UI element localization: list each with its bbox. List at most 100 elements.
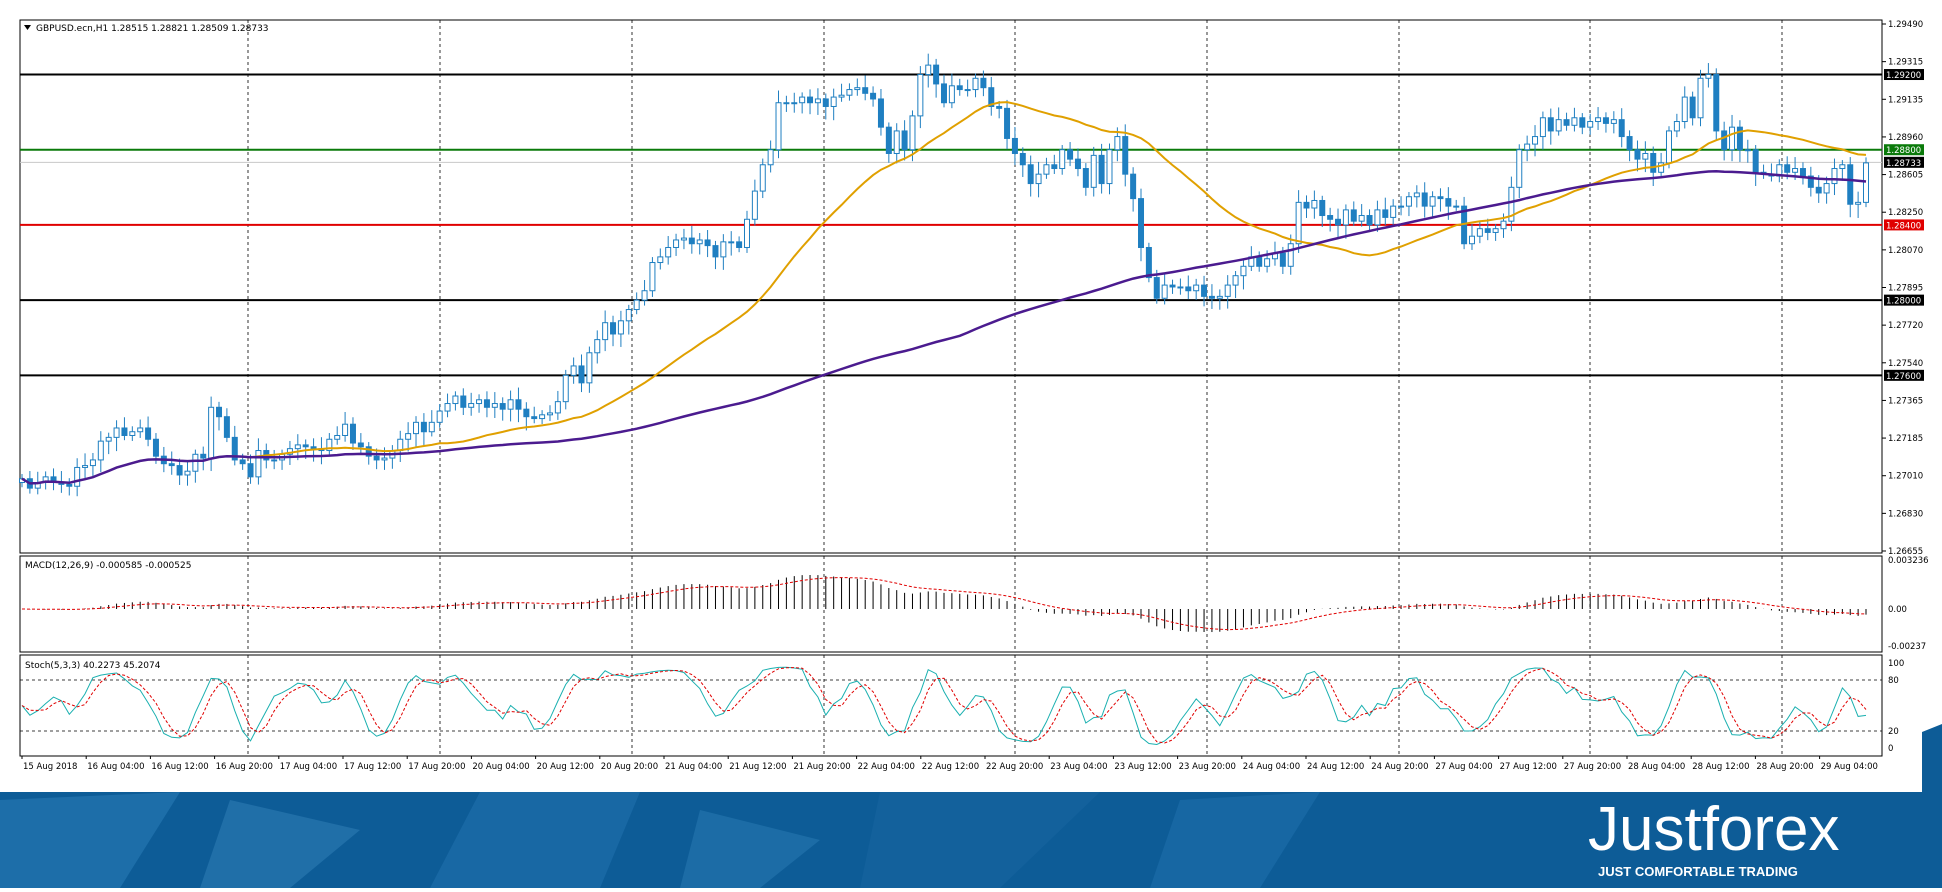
candle-body <box>1539 117 1546 138</box>
candle-body <box>121 427 128 436</box>
candle-body <box>1216 295 1223 299</box>
candle-body <box>1074 158 1081 170</box>
price-panel[interactable] <box>19 19 1883 554</box>
brand-tagline: JUST COMFORTABLE TRADING <box>1598 864 1798 879</box>
stoch-panel[interactable] <box>19 654 1883 757</box>
price-axis: 1.29490 1.29315 1.29135 1.28960 1.28605 1.282… <box>1882 20 1923 557</box>
macd-header: MACD(12,26,9) -0.000585 -0.000525 <box>25 561 191 571</box>
candle-body <box>1453 205 1460 208</box>
candle-body <box>696 239 703 245</box>
candle-body <box>956 85 963 91</box>
candle-body <box>334 434 341 440</box>
candle-body <box>1106 149 1113 185</box>
macd-plot <box>21 575 1867 633</box>
candle-body <box>1319 199 1326 217</box>
candle-body <box>1855 201 1862 205</box>
candle-body <box>1476 228 1483 237</box>
time-label: 20 Aug 04:00 <box>472 762 529 772</box>
candle-body <box>877 98 884 128</box>
candle-body <box>1374 209 1381 226</box>
price-label: 1.28960 <box>1888 133 1923 143</box>
time-label: 24 Aug 04:00 <box>1243 762 1300 772</box>
candle-body <box>184 470 191 476</box>
candle-body <box>1445 198 1452 207</box>
price-label: 1.26655 <box>1888 547 1923 557</box>
candle-body <box>838 94 845 98</box>
macd-axis-label: 0.003236 <box>1888 556 1929 566</box>
candle-body <box>1090 154 1097 188</box>
time-axis: 15 Aug 2018 16 Aug 04:00 16 Aug 12:00 16 Au… <box>21 756 1878 772</box>
candle-body <box>1114 136 1121 151</box>
candle-body <box>1098 154 1105 185</box>
candle-body <box>799 96 806 104</box>
price-label: 1.26830 <box>1888 509 1923 519</box>
candle-body <box>649 262 656 292</box>
candle-body <box>1563 119 1570 126</box>
banner-corner-shape <box>1922 724 1942 792</box>
candle-body <box>554 401 561 414</box>
candle-body <box>1721 130 1728 151</box>
candle-body <box>381 457 388 461</box>
candle-body <box>822 98 829 107</box>
time-label: 21 Aug 12:00 <box>729 762 786 772</box>
level-tag-label: 1.27600 <box>1886 372 1921 382</box>
macd-panel[interactable] <box>19 555 1883 653</box>
candle-body <box>1571 117 1578 126</box>
candle-body <box>255 450 262 478</box>
candle-body <box>625 309 632 322</box>
level-tag-label: 1.28800 <box>1886 146 1921 156</box>
candle-body <box>1224 284 1231 297</box>
collapse-triangle-icon[interactable] <box>24 25 31 30</box>
candle-body <box>1421 192 1428 207</box>
candle-body <box>444 403 451 412</box>
candle-body <box>846 89 853 96</box>
time-label: 21 Aug 04:00 <box>665 762 722 772</box>
candle-body <box>1082 168 1089 188</box>
candle-body <box>1390 205 1397 218</box>
candle-body <box>909 115 916 151</box>
candle-body <box>1019 152 1026 166</box>
stoch-axis-label: 20 <box>1888 727 1899 737</box>
time-label: 21 Aug 20:00 <box>793 762 850 772</box>
price-label: 1.27540 <box>1888 359 1923 369</box>
candle-body <box>925 64 932 76</box>
candle-body <box>1169 284 1176 288</box>
candle-body <box>66 483 73 487</box>
stoch-axis-label: 0 <box>1888 744 1893 754</box>
banner-background <box>0 792 1942 888</box>
banner-deco-3 <box>430 792 640 888</box>
stoch-header: Stoch(5,3,3) 40.2273 45.2074 <box>25 661 161 671</box>
candle-body <box>1516 149 1523 188</box>
candle-body <box>1027 164 1034 185</box>
candle-body <box>1863 162 1869 203</box>
candle-body <box>1327 215 1334 220</box>
price-label: 1.29135 <box>1888 95 1923 105</box>
banner-deco-4 <box>680 810 820 888</box>
candle-body <box>405 433 412 440</box>
candle-body <box>594 339 601 354</box>
level-tag-box <box>1884 369 1924 381</box>
candle-body <box>680 237 687 241</box>
level-tag-label: 1.28733 <box>1886 159 1921 169</box>
candle-body <box>1823 183 1830 194</box>
symbol-header: GBPUSD.ecn,H1 1.28515 1.28821 1.28509 1.… <box>36 24 269 34</box>
price-label: 1.27365 <box>1888 396 1923 406</box>
candle-body <box>1059 149 1066 170</box>
time-label: 22 Aug 20:00 <box>986 762 1043 772</box>
price-label: 1.27010 <box>1888 472 1923 482</box>
candle-body <box>1729 126 1736 151</box>
candle-body <box>1335 218 1342 226</box>
macd-axis-label: -0.00237 <box>1888 642 1926 652</box>
candle-body <box>468 403 475 408</box>
candle-body <box>373 455 380 461</box>
stoch-signal-line <box>21 667 1867 744</box>
candle-body <box>673 239 680 248</box>
candle-body <box>271 459 278 462</box>
candle-body <box>1697 77 1704 119</box>
candle-body <box>1303 201 1310 209</box>
candle-body <box>1839 164 1846 170</box>
time-label: 24 Aug 12:00 <box>1307 762 1364 772</box>
brand-logo[interactable]: Justforex <box>1588 795 1840 864</box>
time-label: 28 Aug 20:00 <box>1756 762 1813 772</box>
candle-body <box>704 239 711 247</box>
